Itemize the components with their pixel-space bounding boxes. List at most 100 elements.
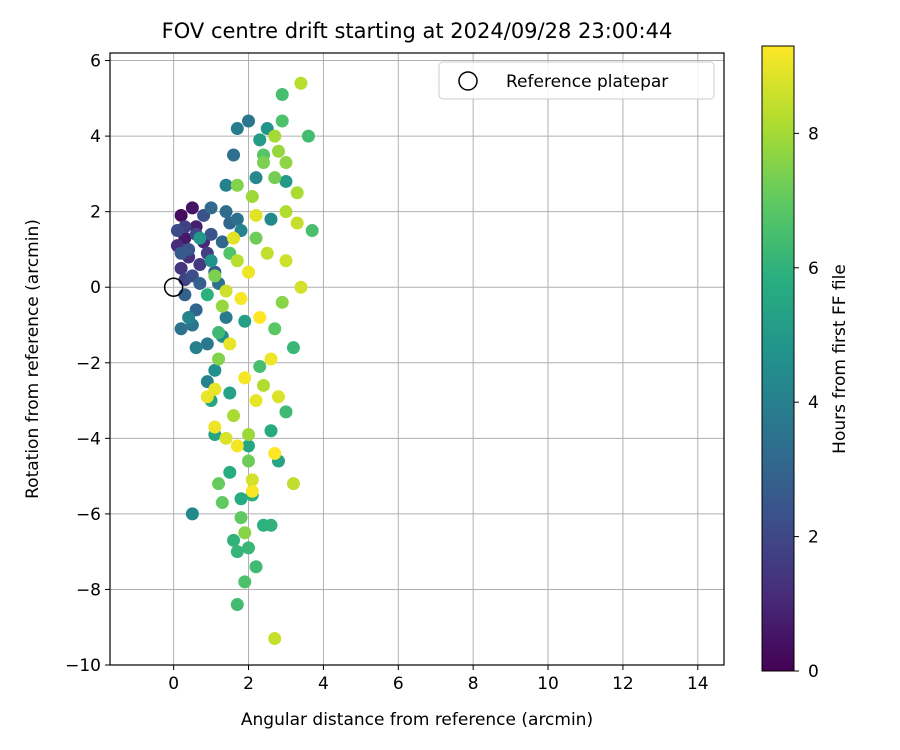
scatter-point xyxy=(279,254,293,268)
scatter-point xyxy=(204,227,218,241)
x-tick-label: 14 xyxy=(687,674,709,694)
legend-box xyxy=(438,61,715,100)
data-points xyxy=(170,76,319,646)
scatter-point xyxy=(204,254,218,268)
scatter-point xyxy=(286,477,300,491)
scatter-point xyxy=(275,88,289,102)
scatter-point xyxy=(264,424,278,438)
scatter-point xyxy=(193,258,207,272)
scatter-point xyxy=(249,231,263,245)
scatter-point xyxy=(200,337,214,351)
scatter-point xyxy=(212,326,226,340)
scatter-point xyxy=(268,129,282,143)
scatter-point xyxy=(249,394,263,408)
y-tick-label: −4 xyxy=(76,429,101,449)
y-tick-label: −8 xyxy=(76,580,101,600)
scatter-point xyxy=(182,310,196,324)
scatter-point xyxy=(212,477,226,491)
scatter-point xyxy=(234,292,248,306)
scatter-point xyxy=(238,314,252,328)
scatter-point xyxy=(223,337,237,351)
grid xyxy=(110,53,724,666)
scatter-point xyxy=(271,144,285,158)
scatter-point xyxy=(227,148,241,162)
scatter-point xyxy=(238,371,252,385)
scatter-point xyxy=(290,186,304,200)
scatter-point xyxy=(219,205,233,219)
colorbar-tick-label: 2 xyxy=(808,528,819,548)
scatter-point xyxy=(219,310,233,324)
scatter-point xyxy=(245,484,259,498)
y-tick-label: −10 xyxy=(65,656,101,676)
colorbar-label: Hours from first FF file xyxy=(830,264,850,454)
scatter-point xyxy=(219,431,233,445)
scatter-point xyxy=(174,208,188,222)
scatter-point xyxy=(170,224,184,238)
scatter-point xyxy=(174,246,188,260)
plot-frame xyxy=(109,52,725,666)
y-tick-label: 2 xyxy=(90,203,101,223)
chart-title: FOV centre drift starting at 2024/09/28 … xyxy=(162,19,673,43)
scatter-point xyxy=(264,212,278,226)
scatter-point xyxy=(234,511,248,525)
scatter-point xyxy=(242,265,256,279)
scatter-point xyxy=(238,575,252,589)
scatter-point xyxy=(249,171,263,185)
scatter-point xyxy=(185,201,199,215)
y-tick-label: −6 xyxy=(76,505,101,525)
scatter-point xyxy=(230,178,244,192)
scatter-point xyxy=(227,409,241,423)
scatter-point xyxy=(279,405,293,419)
scatter-point xyxy=(245,473,259,487)
colorbar: 0 2 4 6 8 Hours from first FF file xyxy=(761,45,850,682)
scatter-point xyxy=(215,496,229,510)
scatter-point xyxy=(275,295,289,309)
x-tick-label: 2 xyxy=(243,674,254,694)
scatter-point xyxy=(178,288,192,302)
scatter-point xyxy=(260,246,274,260)
y-tick-label: 4 xyxy=(90,127,101,147)
scatter-point xyxy=(305,224,319,238)
scatter-point xyxy=(268,322,282,336)
legend: Reference platepar xyxy=(438,61,715,100)
x-tick-label: 6 xyxy=(393,674,404,694)
scatter-point xyxy=(223,386,237,400)
x-axis: 0 2 4 6 8 10 12 14 xyxy=(168,665,709,694)
scatter-point xyxy=(200,288,214,302)
scatter-point xyxy=(230,598,244,612)
scatter-point xyxy=(253,360,267,374)
scatter-point xyxy=(215,235,229,249)
scatter-point xyxy=(271,390,285,404)
scatter-point xyxy=(257,156,270,170)
scatter-point xyxy=(290,216,304,230)
scatter-point xyxy=(242,428,256,442)
scatter-point xyxy=(301,129,315,143)
scatter-point xyxy=(230,212,244,226)
reference-marker-layer xyxy=(163,277,184,297)
scatter-point xyxy=(294,280,308,294)
scatter-point xyxy=(204,201,218,215)
scatter-point xyxy=(234,492,248,506)
scatter-point xyxy=(208,363,222,377)
scatter-point xyxy=(268,632,282,646)
y-tick-label: −2 xyxy=(76,354,101,374)
scatter-point xyxy=(208,269,222,283)
y-tick-label: 6 xyxy=(90,52,101,72)
scatter-point xyxy=(242,541,256,555)
scatter-point xyxy=(249,560,263,574)
scatter-point xyxy=(223,465,237,479)
scatter-point xyxy=(264,352,278,366)
scatter-point xyxy=(264,518,278,532)
scatter-point xyxy=(193,231,207,245)
scatter-point xyxy=(174,261,188,275)
x-tick-label: 10 xyxy=(537,674,559,694)
scatter-point xyxy=(208,420,222,434)
x-tick-label: 4 xyxy=(318,674,329,694)
colorbar-tick-label: 6 xyxy=(808,259,819,279)
scatter-point xyxy=(294,76,308,90)
scatter-point xyxy=(193,276,207,290)
scatter-point xyxy=(185,507,199,521)
scatter-point xyxy=(230,122,244,136)
scatter-point xyxy=(253,133,267,147)
scatter-point xyxy=(257,378,270,392)
